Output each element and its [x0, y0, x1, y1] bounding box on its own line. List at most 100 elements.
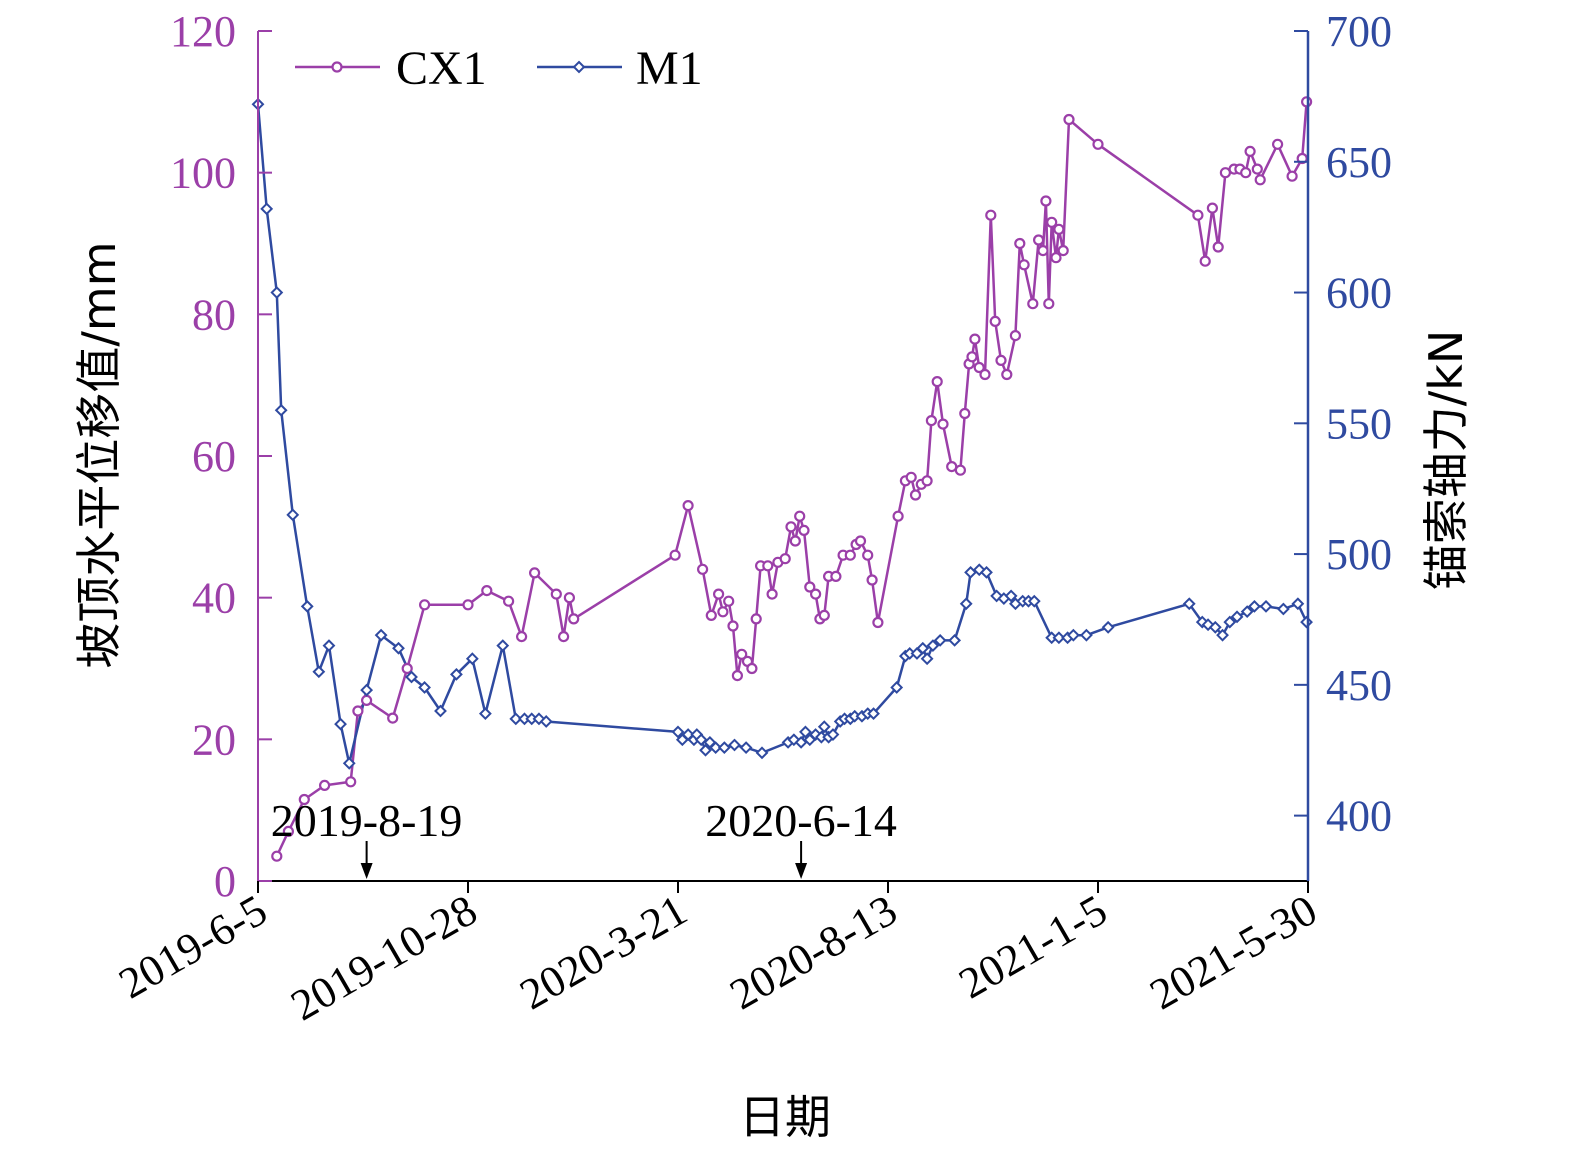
legend: CX1 M1 — [295, 42, 703, 95]
data-point-cx1 — [954, 464, 967, 476]
data-point-m1 — [1291, 597, 1305, 611]
y-right-tick-label: 500 — [1326, 530, 1392, 579]
x-tick-label: 2019-10-28 — [283, 885, 485, 1030]
data-point-cx1 — [731, 669, 744, 682]
data-point-m1 — [478, 707, 492, 721]
data-point-cx1 — [352, 705, 364, 717]
data-point-m1 — [1195, 615, 1209, 629]
y-left-tick-label: 20 — [192, 715, 236, 764]
data-point-cx1 — [766, 588, 778, 600]
data-point-cx1 — [1199, 255, 1211, 267]
data-point-cx1 — [401, 662, 413, 675]
data-point-cx1 — [985, 209, 997, 221]
data-point-cx1 — [1001, 368, 1013, 381]
data-point-cx1 — [779, 553, 791, 565]
data-point-cx1 — [387, 712, 399, 724]
data-point-m1 — [1027, 594, 1041, 608]
data-point-m1 — [1079, 628, 1093, 642]
y-right-axis-title: 锚索轴力/kN — [1419, 330, 1473, 591]
y-right-tick-label: 650 — [1326, 138, 1392, 187]
legend-marker-cx1 — [331, 61, 343, 73]
data-point-m1 — [1052, 631, 1066, 645]
data-point-m1 — [260, 202, 274, 216]
series-line-m1 — [256, 104, 1308, 765]
data-point-m1 — [1230, 610, 1244, 624]
data-point-cx1 — [345, 776, 357, 788]
data-point-m1 — [418, 681, 431, 694]
data-point-cx1 — [282, 825, 294, 838]
data-point-m1 — [717, 741, 731, 755]
y-left-tick-label: 80 — [192, 290, 236, 339]
data-point-m1 — [539, 715, 553, 728]
annotation-label: 2020-6-14 — [705, 795, 897, 846]
data-point-cx1 — [854, 535, 867, 547]
y-left-tick-label: 120 — [170, 7, 236, 56]
data-point-cx1 — [503, 595, 515, 607]
data-point-cx1 — [966, 351, 978, 363]
data-point-cx1 — [271, 850, 283, 862]
data-point-cx1 — [1254, 174, 1266, 186]
data-point-cx1 — [798, 524, 810, 537]
x-tick-label: 2020-3-21 — [512, 885, 695, 1019]
data-point-m1 — [1101, 620, 1115, 634]
data-point-cx1 — [989, 315, 1001, 327]
data-point-m1 — [465, 652, 479, 666]
data-point-cx1 — [937, 418, 949, 430]
annotations: 2019-8-19 2020-6-14 — [271, 795, 897, 879]
data-point-m1 — [948, 633, 962, 647]
data-point-m1 — [755, 746, 769, 760]
data-point-m1 — [920, 652, 934, 666]
axes: 0 20 40 60 80 100 120 400 450 500 550 600 650 700 2019… — [111, 7, 1392, 1030]
y-left-tick-label: 60 — [192, 432, 236, 481]
data-point-cx1 — [669, 549, 681, 561]
data-point-cx1 — [1251, 163, 1263, 175]
data-point-m1 — [826, 728, 840, 741]
data-point-cx1 — [1032, 234, 1045, 246]
data-point-cx1 — [717, 606, 729, 618]
data-point-m1 — [1240, 605, 1254, 619]
data-point-cx1 — [696, 563, 709, 575]
data-point-cx1 — [804, 581, 816, 593]
y-left-tick-label: 0 — [214, 857, 236, 906]
data-point-cx1 — [1271, 138, 1284, 150]
data-point-m1 — [1223, 615, 1237, 629]
data-point-cx1 — [925, 415, 938, 427]
data-point-cx1 — [736, 648, 748, 660]
data-point-cx1 — [298, 793, 310, 806]
data-point-cx1 — [712, 588, 725, 600]
data-point-m1 — [709, 741, 723, 755]
data-point-cx1 — [1212, 241, 1224, 253]
plot-markers — [251, 96, 1313, 862]
data-point-cx1 — [1286, 170, 1298, 182]
data-point-cx1 — [872, 616, 884, 629]
data-point-m1 — [434, 704, 447, 718]
data-point-m1 — [449, 667, 463, 681]
plot-lines — [256, 101, 1308, 857]
data-point-cx1 — [809, 588, 822, 600]
data-point-m1 — [1201, 618, 1215, 632]
data-point-cx1 — [1057, 245, 1069, 257]
data-point-cx1 — [1040, 195, 1052, 207]
data-point-cx1 — [1063, 113, 1075, 126]
data-point-cx1 — [746, 662, 758, 675]
annotation-arrow-head — [795, 863, 808, 879]
data-point-cx1 — [682, 500, 694, 512]
data-point-cx1 — [1050, 252, 1062, 264]
data-point-cx1 — [723, 595, 735, 607]
data-point-cx1 — [1009, 330, 1022, 342]
data-point-m1 — [959, 597, 973, 611]
data-point-cx1 — [762, 560, 774, 572]
data-point-m1 — [334, 717, 347, 731]
data-point-cx1 — [959, 407, 971, 420]
data-point-m1 — [374, 628, 388, 642]
data-point-m1 — [739, 741, 753, 755]
data-point-cx1 — [969, 333, 981, 345]
data-point-cx1 — [550, 588, 562, 600]
data-point-cx1 — [995, 354, 1007, 366]
data-point-cx1 — [1018, 259, 1030, 271]
data-point-cx1 — [844, 549, 856, 561]
data-point-m1 — [270, 286, 284, 299]
data-point-m1 — [1182, 597, 1196, 611]
data-point-m1 — [671, 725, 685, 739]
data-point-m1 — [933, 633, 947, 647]
